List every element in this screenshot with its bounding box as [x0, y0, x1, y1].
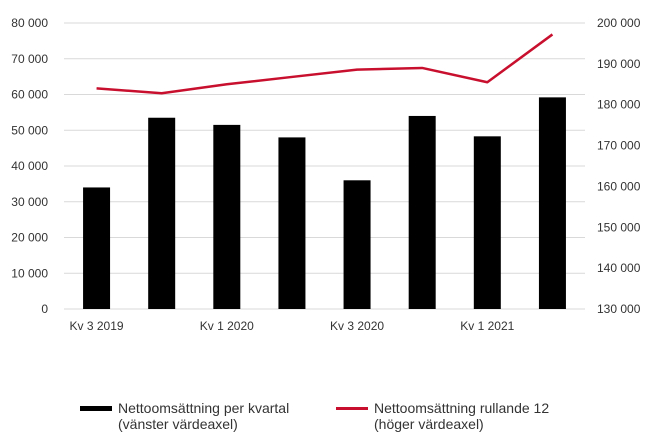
- legend-bar-label: Nettoomsättning per kvartal: [118, 400, 290, 416]
- x-axis-ticks: Kv 3 2019 Kv 1 2020 Kv 3 2020 Kv 1 2021: [70, 319, 515, 333]
- series-line: [96, 33, 554, 95]
- legend-line-swatch: [336, 407, 368, 410]
- legend-bar-swatch: [80, 406, 112, 411]
- bar: [213, 124, 241, 309]
- right-axis-ticks: 130 000 140 000 150 000 160 000 170 000 180 0…: [597, 16, 641, 316]
- right-tick-label: 130 000: [597, 302, 641, 316]
- line-series: [96, 33, 554, 95]
- bar: [473, 136, 501, 309]
- left-tick-label: 20 000: [11, 231, 48, 245]
- bar: [538, 97, 566, 309]
- right-tick-label: 190 000: [597, 57, 641, 71]
- right-tick-label: 200 000: [597, 16, 641, 30]
- gridlines: [64, 22, 585, 310]
- right-tick-label: 160 000: [597, 179, 641, 193]
- bar: [148, 117, 176, 309]
- chart: 0 10 000 20 000 30 000 40 000 50 000 60 000 70 …: [11, 16, 641, 333]
- left-tick-label: 50 000: [11, 123, 48, 137]
- bar-series: [83, 97, 566, 309]
- left-tick-label: 80 000: [11, 16, 48, 30]
- right-tick-label: 150 000: [597, 220, 641, 234]
- x-tick-label: Kv 3 2019: [70, 319, 124, 333]
- bar: [83, 187, 111, 309]
- legend-line-sublabel: (höger värdeaxel): [374, 416, 484, 432]
- x-tick-label: Kv 1 2020: [200, 319, 254, 333]
- bar: [343, 180, 371, 309]
- left-axis-ticks: 0 10 000 20 000 30 000 40 000 50 000 60 000 70 …: [11, 16, 48, 316]
- left-tick-label: 30 000: [11, 195, 48, 209]
- left-tick-label: 70 000: [11, 52, 48, 66]
- legend-line-label: Nettoomsättning rullande 12: [374, 400, 550, 416]
- x-tick-label: Kv 1 2021: [460, 319, 514, 333]
- left-tick-label: 0: [41, 302, 48, 316]
- right-tick-label: 170 000: [597, 139, 641, 153]
- x-tick-label: Kv 3 2020: [330, 319, 384, 333]
- left-tick-label: 40 000: [11, 159, 48, 173]
- bar: [278, 137, 306, 309]
- bar: [408, 115, 436, 309]
- right-tick-label: 140 000: [597, 261, 641, 275]
- legend-bar-sublabel: (vänster värdeaxel): [118, 416, 238, 432]
- right-tick-label: 180 000: [597, 98, 641, 112]
- left-tick-label: 60 000: [11, 88, 48, 102]
- left-tick-label: 10 000: [11, 266, 48, 280]
